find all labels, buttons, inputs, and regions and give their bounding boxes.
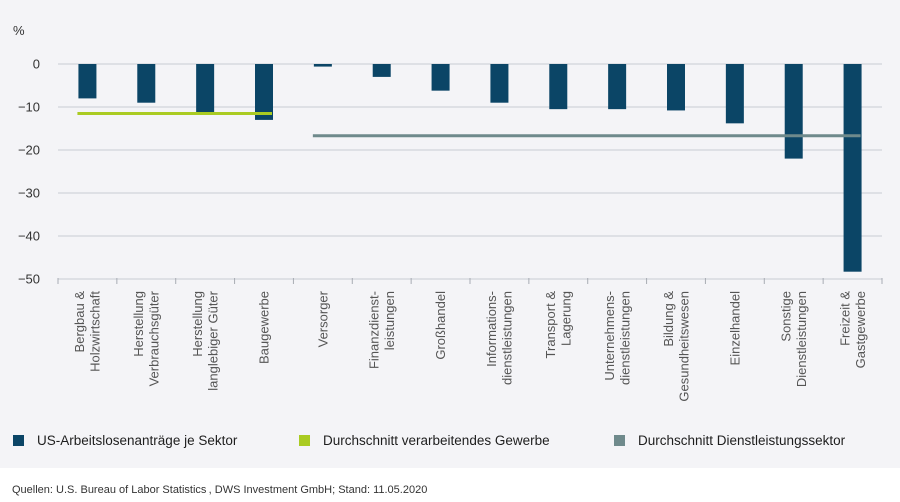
bar xyxy=(725,64,744,124)
legend-label-sector-claims: US-Arbeitslosenanträge je Sektor xyxy=(37,432,238,448)
y-tick-label: −20 xyxy=(18,143,40,158)
legend-swatch-services-average xyxy=(614,434,625,446)
x-tick-label: Bergbau &Holzwirtschaft xyxy=(72,291,103,372)
legend-item-sector-claims: US-Arbeitslosenanträge je Sektor xyxy=(13,432,237,448)
x-tick-label: Freizeit &Gastgewerbe xyxy=(837,291,868,369)
y-tick-label: −50 xyxy=(18,272,40,287)
bar xyxy=(255,64,273,120)
legend-item-services-average: Durchschnitt Dienstleistungssektor xyxy=(614,432,845,448)
bars xyxy=(78,64,862,272)
bar xyxy=(137,64,156,103)
gridlines xyxy=(58,63,882,280)
x-tick-label: Transport &Lagerung xyxy=(543,291,574,359)
bar xyxy=(431,64,450,91)
bar-chart: % 0 −10 −20 −30 −40 −50 Bergbau &Holzwirtschaft… xyxy=(13,23,883,402)
x-tick-label: SonstigeDienstleistungen xyxy=(778,291,809,387)
bar xyxy=(372,64,391,77)
x-tick-label: Herstellunglanglebiger Güter xyxy=(190,290,221,390)
x-tick-label: Finanzdienst-leistungen xyxy=(366,291,397,369)
source-note: Quellen: U.S. Bureau of Labor Statistics… xyxy=(12,484,428,496)
x-tick-label: Großhandel xyxy=(433,291,448,360)
x-tick-label: Bildung &Gesundheitswesen xyxy=(661,291,692,402)
legend-label-services-average: Durchschnitt Dienstleistungssektor xyxy=(638,432,846,448)
axes: % 0 −10 −20 −30 −40 −50 Bergbau &Holzwirtschaft… xyxy=(13,23,883,402)
y-axis-unit-label: % xyxy=(13,23,25,38)
bar xyxy=(313,64,332,67)
y-tick-label: 0 xyxy=(33,57,40,72)
x-tick-label: HerstellungVerbrauchsgüter xyxy=(131,290,162,386)
bar xyxy=(784,64,803,159)
average-lines xyxy=(77,111,861,138)
x-tick-label: Baugewerbe xyxy=(257,291,272,364)
x-tick-label: Informations-dienstleistungen xyxy=(484,291,515,385)
x-tick-label: Versorger xyxy=(315,290,330,347)
legend-swatch-manufacturing-average xyxy=(299,434,310,446)
y-tick-label: −40 xyxy=(18,229,40,244)
legend-label-manufacturing-average: Durchschnitt verarbeitendes Gewerbe xyxy=(323,432,550,448)
bar xyxy=(490,64,509,103)
bar xyxy=(78,64,97,99)
bar xyxy=(843,64,862,272)
bar xyxy=(549,64,568,110)
y-tick-label: −30 xyxy=(18,186,40,201)
y-tick-label: −10 xyxy=(18,100,40,115)
bar xyxy=(667,64,685,111)
x-tick-label: Einzelhandel xyxy=(727,291,742,366)
bar xyxy=(608,64,627,110)
legend-item-manufacturing-average: Durchschnitt verarbeitendes Gewerbe xyxy=(299,432,550,448)
x-tick-label: Unternehmens-dienstleistungen xyxy=(602,291,633,385)
legend-swatch-sector-claims xyxy=(13,434,24,446)
bar xyxy=(196,64,215,114)
